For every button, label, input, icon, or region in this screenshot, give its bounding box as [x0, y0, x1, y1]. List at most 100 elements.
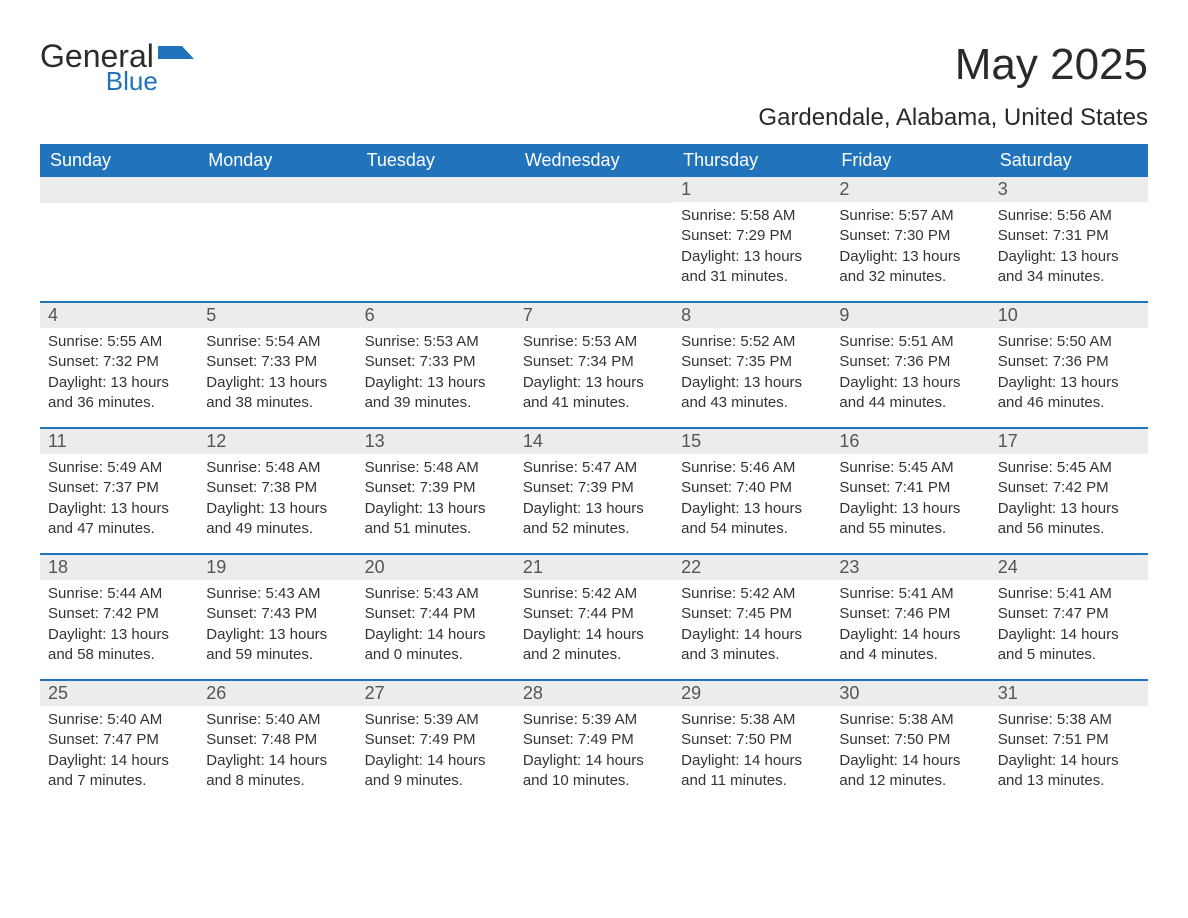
calendar-day: 15Sunrise: 5:46 AMSunset: 7:40 PMDayligh…: [673, 429, 831, 553]
sunset-line: Sunset: 7:31 PM: [998, 226, 1140, 246]
daylight-line: Daylight: 13 hours and 36 minutes.: [48, 373, 190, 414]
day-details: Sunrise: 5:43 AMSunset: 7:43 PMDaylight:…: [198, 584, 356, 665]
page-title: May 2025: [955, 40, 1148, 90]
day-details: Sunrise: 5:39 AMSunset: 7:49 PMDaylight:…: [515, 710, 673, 791]
calendar-body: 1 Sunrise: 5:58 AMSunset: 7:29 PMDaylight…: [40, 177, 1148, 805]
sunset-line: Sunset: 7:35 PM: [681, 352, 823, 372]
day-number: 25: [40, 681, 198, 706]
daylight-line: Daylight: 14 hours and 12 minutes.: [839, 751, 981, 792]
day-number-bar: [40, 177, 198, 203]
sunrise-line: Sunrise: 5:38 AM: [839, 710, 981, 730]
calendar-day: 4Sunrise: 5:55 AMSunset: 7:32 PMDaylight…: [40, 303, 198, 427]
day-number-bar: [357, 177, 515, 203]
sunset-line: Sunset: 7:46 PM: [839, 604, 981, 624]
day-number: 22: [673, 555, 831, 580]
day-details: Sunrise: 5:48 AMSunset: 7:39 PMDaylight:…: [357, 458, 515, 539]
daylight-line: Daylight: 13 hours and 31 minutes.: [681, 247, 823, 288]
day-details: Sunrise: 5:42 AMSunset: 7:45 PMDaylight:…: [673, 584, 831, 665]
calendar-week: 11Sunrise: 5:49 AMSunset: 7:37 PMDayligh…: [40, 427, 1148, 553]
sunset-line: Sunset: 7:38 PM: [206, 478, 348, 498]
day-details: Sunrise: 5:57 AMSunset: 7:30 PMDaylight:…: [831, 206, 989, 287]
calendar-week: 4Sunrise: 5:55 AMSunset: 7:32 PMDaylight…: [40, 301, 1148, 427]
sunrise-line: Sunrise: 5:51 AM: [839, 332, 981, 352]
day-details: Sunrise: 5:44 AMSunset: 7:42 PMDaylight:…: [40, 584, 198, 665]
day-number: 4: [40, 303, 198, 328]
calendar-header-row: Sunday Monday Tuesday Wednesday Thursday…: [40, 144, 1148, 177]
sunrise-line: Sunrise: 5:38 AM: [681, 710, 823, 730]
day-details: Sunrise: 5:45 AMSunset: 7:41 PMDaylight:…: [831, 458, 989, 539]
weekday-header: Wednesday: [515, 144, 673, 177]
daylight-line: Daylight: 14 hours and 7 minutes.: [48, 751, 190, 792]
sunrise-line: Sunrise: 5:50 AM: [998, 332, 1140, 352]
day-number: 28: [515, 681, 673, 706]
daylight-line: Daylight: 14 hours and 4 minutes.: [839, 625, 981, 666]
calendar-day: 2Sunrise: 5:57 AMSunset: 7:30 PMDaylight…: [831, 177, 989, 301]
sunset-line: Sunset: 7:37 PM: [48, 478, 190, 498]
sunset-line: Sunset: 7:42 PM: [48, 604, 190, 624]
sunrise-line: Sunrise: 5:49 AM: [48, 458, 190, 478]
day-number: 5: [198, 303, 356, 328]
day-number: 26: [198, 681, 356, 706]
day-details: Sunrise: 5:47 AMSunset: 7:39 PMDaylight:…: [515, 458, 673, 539]
daylight-line: Daylight: 13 hours and 39 minutes.: [365, 373, 507, 414]
calendar-day: 12Sunrise: 5:48 AMSunset: 7:38 PMDayligh…: [198, 429, 356, 553]
calendar-day: 27Sunrise: 5:39 AMSunset: 7:49 PMDayligh…: [357, 681, 515, 805]
day-number: 23: [831, 555, 989, 580]
calendar-day: 8Sunrise: 5:52 AMSunset: 7:35 PMDaylight…: [673, 303, 831, 427]
daylight-line: Daylight: 14 hours and 13 minutes.: [998, 751, 1140, 792]
day-number: 3: [990, 177, 1148, 202]
day-details: Sunrise: 5:38 AMSunset: 7:50 PMDaylight:…: [831, 710, 989, 791]
calendar-day: 24Sunrise: 5:41 AMSunset: 7:47 PMDayligh…: [990, 555, 1148, 679]
day-number-bar: [515, 177, 673, 203]
calendar-week: 25 Sunrise: 5:40 AMSunset: 7:47 PMDayligh…: [40, 679, 1148, 805]
day-details: Sunrise: 5:40 AMSunset: 7:47 PMDaylight:…: [40, 710, 198, 791]
sunrise-line: Sunrise: 5:48 AM: [365, 458, 507, 478]
sunset-line: Sunset: 7:47 PM: [998, 604, 1140, 624]
sunset-line: Sunset: 7:43 PM: [206, 604, 348, 624]
daylight-line: Daylight: 13 hours and 55 minutes.: [839, 499, 981, 540]
day-number: 21: [515, 555, 673, 580]
sunset-line: Sunset: 7:32 PM: [48, 352, 190, 372]
calendar-day: [357, 177, 515, 301]
day-details: Sunrise: 5:45 AMSunset: 7:42 PMDaylight:…: [990, 458, 1148, 539]
calendar-day: [40, 177, 198, 301]
daylight-line: Daylight: 14 hours and 2 minutes.: [523, 625, 665, 666]
day-number: 16: [831, 429, 989, 454]
daylight-line: Daylight: 13 hours and 38 minutes.: [206, 373, 348, 414]
calendar-day: 23 Sunrise: 5:41 AMSunset: 7:46 PMDayligh…: [831, 555, 989, 679]
sunset-line: Sunset: 7:51 PM: [998, 730, 1140, 750]
day-details: Sunrise: 5:38 AMSunset: 7:50 PMDaylight:…: [673, 710, 831, 791]
sunrise-line: Sunrise: 5:48 AM: [206, 458, 348, 478]
day-number: 30: [831, 681, 989, 706]
calendar-day: 22 Sunrise: 5:42 AMSunset: 7:45 PMDayligh…: [673, 555, 831, 679]
daylight-line: Daylight: 13 hours and 54 minutes.: [681, 499, 823, 540]
sunrise-line: Sunrise: 5:42 AM: [681, 584, 823, 604]
daylight-line: Daylight: 13 hours and 46 minutes.: [998, 373, 1140, 414]
day-details: Sunrise: 5:58 AMSunset: 7:29 PMDaylight:…: [673, 206, 831, 287]
calendar-day: 25 Sunrise: 5:40 AMSunset: 7:47 PMDayligh…: [40, 681, 198, 805]
daylight-line: Daylight: 13 hours and 43 minutes.: [681, 373, 823, 414]
calendar-day: 11Sunrise: 5:49 AMSunset: 7:37 PMDayligh…: [40, 429, 198, 553]
day-details: Sunrise: 5:49 AMSunset: 7:37 PMDaylight:…: [40, 458, 198, 539]
daylight-line: Daylight: 13 hours and 34 minutes.: [998, 247, 1140, 288]
day-details: Sunrise: 5:39 AMSunset: 7:49 PMDaylight:…: [357, 710, 515, 791]
day-details: Sunrise: 5:41 AMSunset: 7:46 PMDaylight:…: [831, 584, 989, 665]
sunrise-line: Sunrise: 5:40 AM: [206, 710, 348, 730]
logo-text-blue: Blue: [106, 68, 158, 94]
sunset-line: Sunset: 7:39 PM: [523, 478, 665, 498]
sunset-line: Sunset: 7:30 PM: [839, 226, 981, 246]
daylight-line: Daylight: 14 hours and 0 minutes.: [365, 625, 507, 666]
day-number: 1: [673, 177, 831, 202]
day-number: 18: [40, 555, 198, 580]
sunset-line: Sunset: 7:33 PM: [365, 352, 507, 372]
daylight-line: Daylight: 13 hours and 59 minutes.: [206, 625, 348, 666]
sunrise-line: Sunrise: 5:58 AM: [681, 206, 823, 226]
sunset-line: Sunset: 7:33 PM: [206, 352, 348, 372]
calendar-day: [198, 177, 356, 301]
daylight-line: Daylight: 13 hours and 44 minutes.: [839, 373, 981, 414]
sunrise-line: Sunrise: 5:45 AM: [839, 458, 981, 478]
daylight-line: Daylight: 13 hours and 47 minutes.: [48, 499, 190, 540]
calendar-day: 9Sunrise: 5:51 AMSunset: 7:36 PMDaylight…: [831, 303, 989, 427]
sunrise-line: Sunrise: 5:39 AM: [365, 710, 507, 730]
sunset-line: Sunset: 7:45 PM: [681, 604, 823, 624]
